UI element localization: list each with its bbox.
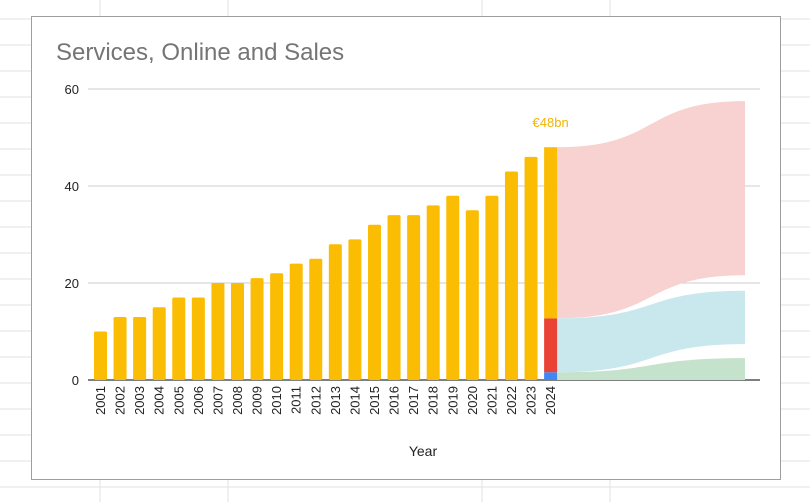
x-tick-label: 2009 (250, 386, 265, 415)
x-tick-label: 2012 (308, 386, 323, 415)
x-tick-label: 2008 (230, 386, 245, 415)
x-tick-label: 2013 (328, 386, 343, 415)
y-tick-label: 40 (65, 179, 79, 194)
y-tick-label: 20 (65, 276, 79, 291)
bar-segment-blue (544, 372, 558, 380)
flow-pink (557, 101, 745, 319)
annotation-label: €48bn (533, 115, 569, 130)
bar-segment-yellow (544, 147, 558, 319)
bar-segment-red (544, 318, 558, 373)
x-tick-label: 2019 (445, 386, 460, 415)
x-tick-label: 2005 (171, 386, 186, 415)
chart-title: Services, Online and Sales (56, 39, 344, 66)
bar (289, 263, 303, 380)
bar (113, 316, 127, 380)
bar (191, 297, 205, 380)
bar (94, 331, 107, 380)
x-tick-label: 2022 (504, 386, 519, 415)
x-axis-ticks: 2001 2002 2003 2004 2005 2006 2007 2008 2009 2010… (93, 386, 558, 415)
bar (133, 316, 147, 380)
x-tick-label: 2014 (347, 386, 362, 415)
x-tick-label: 2001 (93, 386, 108, 415)
bar (407, 215, 421, 380)
bar (348, 239, 362, 380)
bar (172, 297, 186, 380)
x-tick-label: 2003 (132, 386, 147, 415)
bar (270, 273, 284, 380)
x-tick-label: 2018 (426, 386, 441, 415)
x-tick-label: 2015 (367, 386, 382, 415)
bar (446, 195, 460, 380)
x-tick-label: 2011 (289, 386, 304, 414)
x-tick-label: 2020 (465, 386, 480, 415)
y-tick-label: 60 (65, 82, 79, 97)
bar (250, 278, 264, 380)
flow-cyan (557, 290, 745, 373)
x-tick-label: 2021 (484, 386, 499, 415)
x-tick-label: 2004 (152, 386, 167, 415)
x-tick-label: 2007 (210, 386, 225, 415)
bar (426, 205, 440, 380)
y-axis-ticks: 0 20 40 60 (65, 82, 79, 388)
bar (211, 283, 225, 380)
bar (309, 258, 323, 380)
bar (524, 156, 538, 380)
x-tick-label: 2024 (543, 386, 558, 415)
x-axis-title: Year (409, 443, 438, 459)
x-tick-label: 2002 (113, 386, 128, 415)
flow-green (557, 358, 745, 380)
bar (152, 307, 166, 380)
bar (328, 244, 342, 380)
bar (504, 171, 518, 380)
x-tick-label: 2017 (406, 386, 421, 415)
bar (485, 195, 499, 380)
bar (465, 210, 479, 380)
x-tick-label: 2016 (387, 386, 402, 415)
bars (94, 147, 558, 380)
y-tick-label: 0 (72, 373, 79, 388)
x-tick-label: 2010 (269, 386, 284, 415)
bar (387, 215, 401, 380)
x-tick-label: 2023 (524, 386, 539, 415)
x-tick-label: 2006 (191, 386, 206, 415)
bar (230, 283, 244, 380)
flow-bands (557, 101, 745, 380)
bar (367, 224, 381, 380)
